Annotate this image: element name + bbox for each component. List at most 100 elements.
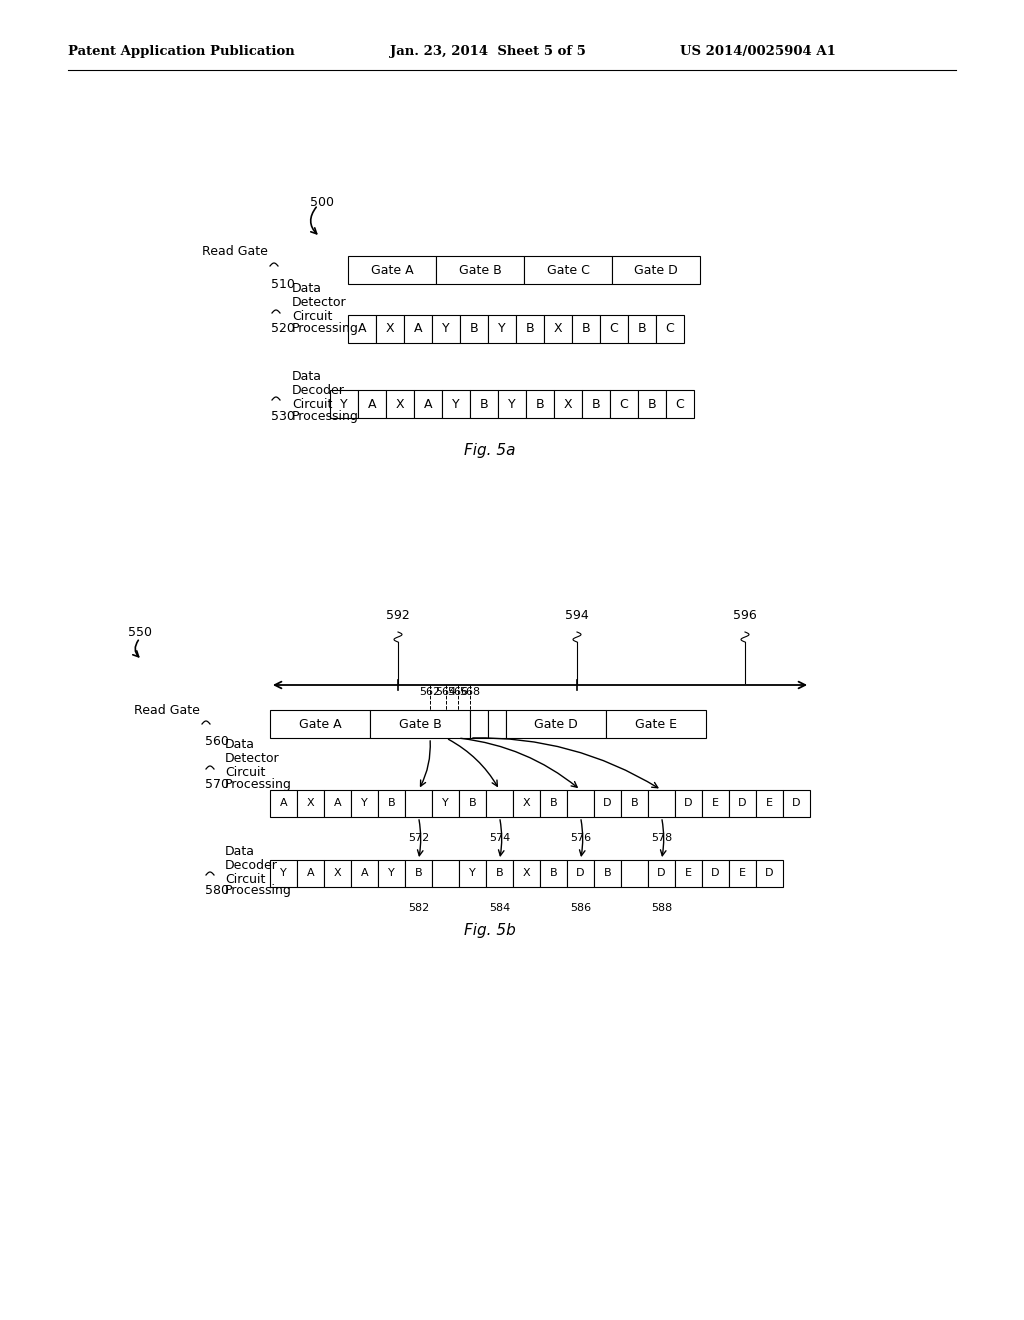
Bar: [628, 315, 656, 343]
Bar: [470, 389, 498, 418]
Text: Y: Y: [442, 799, 449, 808]
Bar: [648, 861, 675, 887]
Text: 592: 592: [386, 609, 410, 622]
Bar: [459, 789, 486, 817]
Bar: [675, 861, 702, 887]
Text: C: C: [609, 322, 618, 335]
Bar: [324, 789, 351, 817]
Bar: [376, 315, 404, 343]
Bar: [348, 315, 376, 343]
Text: Processing: Processing: [225, 884, 292, 898]
Text: Data: Data: [225, 845, 255, 858]
Text: 578: 578: [651, 833, 672, 843]
Bar: [432, 861, 459, 887]
Text: D: D: [603, 799, 611, 808]
Bar: [675, 789, 702, 817]
Bar: [572, 315, 600, 343]
Bar: [526, 389, 554, 418]
Bar: [567, 861, 594, 887]
Text: Read Gate: Read Gate: [134, 704, 200, 717]
Bar: [270, 789, 297, 817]
Text: Jan. 23, 2014  Sheet 5 of 5: Jan. 23, 2014 Sheet 5 of 5: [390, 45, 586, 58]
Text: Decoder: Decoder: [292, 384, 345, 397]
Bar: [270, 710, 370, 738]
Bar: [648, 789, 675, 817]
Text: D: D: [577, 869, 585, 879]
Text: Data: Data: [292, 282, 322, 294]
Bar: [600, 315, 628, 343]
Bar: [436, 256, 524, 284]
Text: 584: 584: [488, 903, 510, 913]
Bar: [442, 389, 470, 418]
Text: E: E: [739, 869, 746, 879]
Bar: [348, 256, 436, 284]
Text: B: B: [550, 869, 557, 879]
Bar: [498, 389, 526, 418]
Text: A: A: [280, 799, 288, 808]
Text: Patent Application Publication: Patent Application Publication: [68, 45, 295, 58]
Text: Processing: Processing: [225, 777, 292, 791]
Text: Gate A: Gate A: [299, 718, 341, 730]
Text: Y: Y: [281, 869, 287, 879]
Text: Gate D: Gate D: [634, 264, 678, 276]
Bar: [729, 789, 756, 817]
Text: 500: 500: [310, 195, 334, 209]
Bar: [666, 389, 694, 418]
Bar: [621, 861, 648, 887]
Bar: [378, 861, 406, 887]
Text: Processing: Processing: [292, 411, 358, 422]
Text: B: B: [536, 397, 545, 411]
Bar: [506, 710, 606, 738]
Text: 574: 574: [488, 833, 510, 843]
Text: Detector: Detector: [225, 752, 280, 766]
Bar: [540, 861, 567, 887]
Text: A: A: [360, 869, 369, 879]
Bar: [324, 861, 351, 887]
Text: Y: Y: [453, 397, 460, 411]
Bar: [270, 861, 297, 887]
Bar: [656, 315, 684, 343]
Bar: [406, 789, 432, 817]
Bar: [606, 710, 706, 738]
Text: Gate B: Gate B: [459, 264, 502, 276]
Text: D: D: [765, 869, 774, 879]
Text: X: X: [522, 869, 530, 879]
Text: 586: 586: [570, 903, 591, 913]
Text: A: A: [414, 322, 422, 335]
Text: 562: 562: [420, 686, 440, 697]
Text: Circuit: Circuit: [225, 766, 265, 779]
Text: B: B: [496, 869, 504, 879]
Bar: [386, 389, 414, 418]
Bar: [486, 789, 513, 817]
Text: D: D: [793, 799, 801, 808]
Bar: [414, 389, 442, 418]
Bar: [297, 789, 324, 817]
Text: X: X: [563, 397, 572, 411]
Text: B: B: [525, 322, 535, 335]
Text: B: B: [479, 397, 488, 411]
Text: C: C: [666, 322, 675, 335]
Bar: [351, 861, 378, 887]
Bar: [513, 789, 540, 817]
Text: 568: 568: [460, 686, 480, 697]
Text: 520: 520: [271, 322, 295, 335]
Text: 530: 530: [271, 411, 295, 422]
Text: B: B: [415, 869, 422, 879]
Text: Fig. 5b: Fig. 5b: [464, 923, 516, 937]
Bar: [404, 315, 432, 343]
Bar: [513, 861, 540, 887]
Bar: [756, 789, 783, 817]
Text: Circuit: Circuit: [292, 399, 333, 411]
Text: 566: 566: [447, 686, 469, 697]
Text: Fig. 5a: Fig. 5a: [464, 442, 516, 458]
Text: 510: 510: [271, 279, 295, 290]
Text: Read Gate: Read Gate: [202, 246, 268, 257]
Bar: [554, 389, 582, 418]
Bar: [378, 789, 406, 817]
Text: X: X: [386, 322, 394, 335]
Text: D: D: [657, 869, 666, 879]
Bar: [358, 389, 386, 418]
Bar: [330, 389, 358, 418]
Text: Y: Y: [442, 322, 450, 335]
Text: A: A: [334, 799, 341, 808]
